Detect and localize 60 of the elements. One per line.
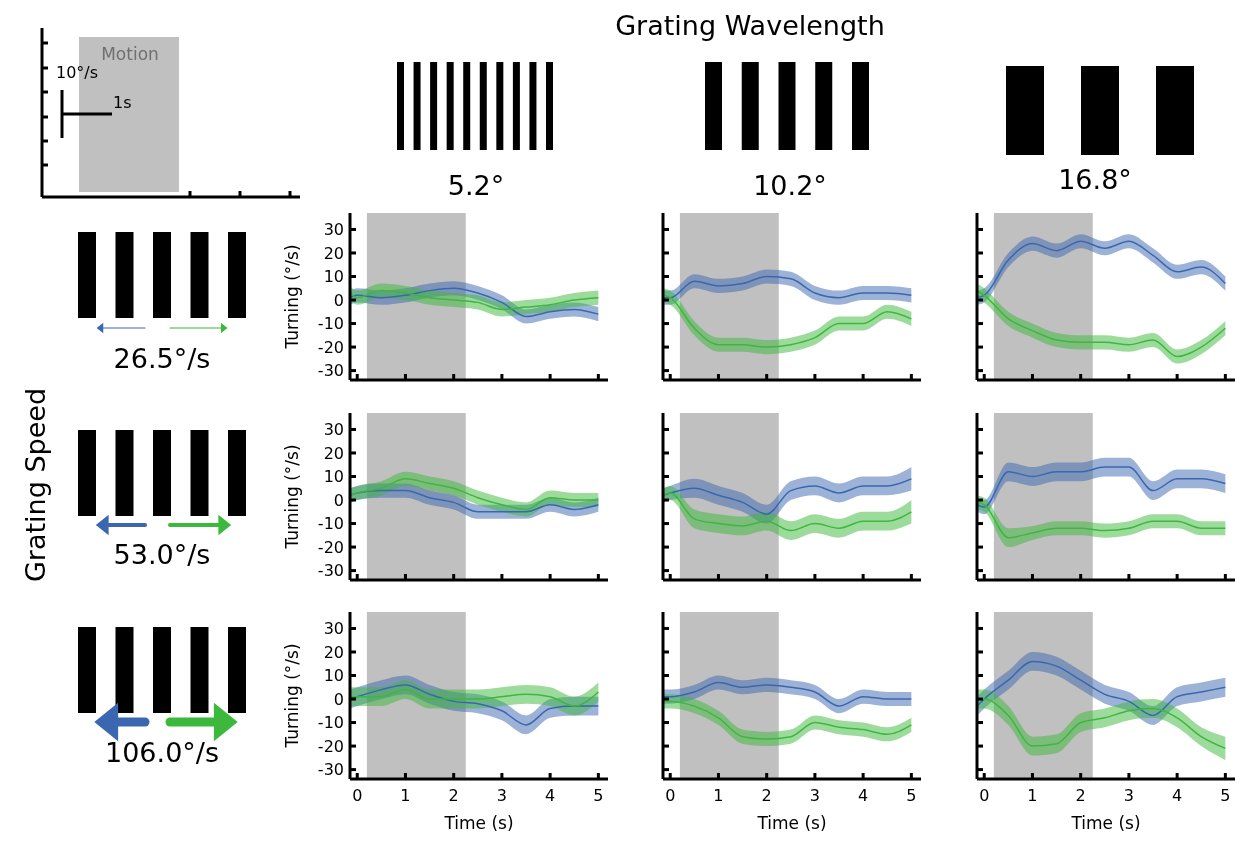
y-tick-label: 10 [323,666,344,686]
y-axis-title: Turning (°/s) [282,643,302,749]
line-series [349,684,600,726]
x-tick-label: 1 [1027,786,1038,805]
y-tick-label: 0 [333,490,344,510]
x-tick-label: 4 [545,786,556,805]
x-tick-label: 4 [858,786,869,805]
x-tick-label: 3 [809,786,820,805]
y-tick-label: -20 [317,736,344,756]
line-series [349,688,600,707]
y-tick-label: 20 [323,443,344,463]
text: 16.8° [1058,164,1132,195]
y-axis-title: Turning (°/s) [282,444,302,550]
x-tick-label: 5 [906,786,917,805]
y-tick-label: 10 [323,467,344,487]
x-tick-label: 5 [593,786,604,805]
y-tick-label: -30 [317,760,344,780]
y-tick-label: -30 [317,561,344,581]
x-tick-label: 0 [665,786,676,805]
x-axis-title: Time (s) [1070,813,1141,833]
line-series [349,478,600,511]
y-tick-label: 20 [323,243,344,263]
x-tick-label: 3 [496,786,507,805]
text: Grating Speed [20,387,51,583]
text: Grating Wavelength [615,10,885,41]
y-tick-label: -10 [317,314,344,334]
text: 1s [113,93,132,112]
y-tick-label: 10 [323,267,344,287]
text: 5.2° [447,170,505,201]
x-tick-label: 2 [448,786,459,805]
x-tick-label: 1 [713,786,724,805]
x-tick-label: 2 [1075,786,1086,805]
x-tick-label: 1 [400,786,411,805]
y-axis-title: Turning (°/s) [282,244,302,350]
text: 10°/s [56,63,99,82]
x-tick-label: 5 [1220,786,1231,805]
x-tick-label: 2 [761,786,772,805]
text: 53.0°/s [113,539,211,570]
x-tick-label: 0 [352,786,363,805]
line-series [349,289,600,311]
y-tick-label: -20 [317,337,344,357]
text: 106.0°/s [105,737,219,768]
y-tick-label: 30 [323,420,344,440]
y-tick-label: -10 [317,514,344,534]
x-tick-label: 4 [1172,786,1183,805]
x-axis-title: Time (s) [756,813,827,833]
y-tick-label: -30 [317,361,344,381]
y-tick-label: 0 [333,689,344,709]
x-tick-label: 3 [1123,786,1134,805]
y-tick-label: -10 [317,713,344,733]
x-axis-title: Time (s) [443,813,514,833]
text: 10.2° [753,170,827,201]
y-tick-label: 30 [323,619,344,639]
y-tick-label: 20 [323,642,344,662]
y-tick-label: 30 [323,220,344,240]
x-tick-label: 0 [979,786,990,805]
y-tick-label: -20 [317,537,344,557]
text: 26.5°/s [113,343,211,374]
text: Motion [101,44,159,64]
y-tick-label: 0 [333,290,344,310]
